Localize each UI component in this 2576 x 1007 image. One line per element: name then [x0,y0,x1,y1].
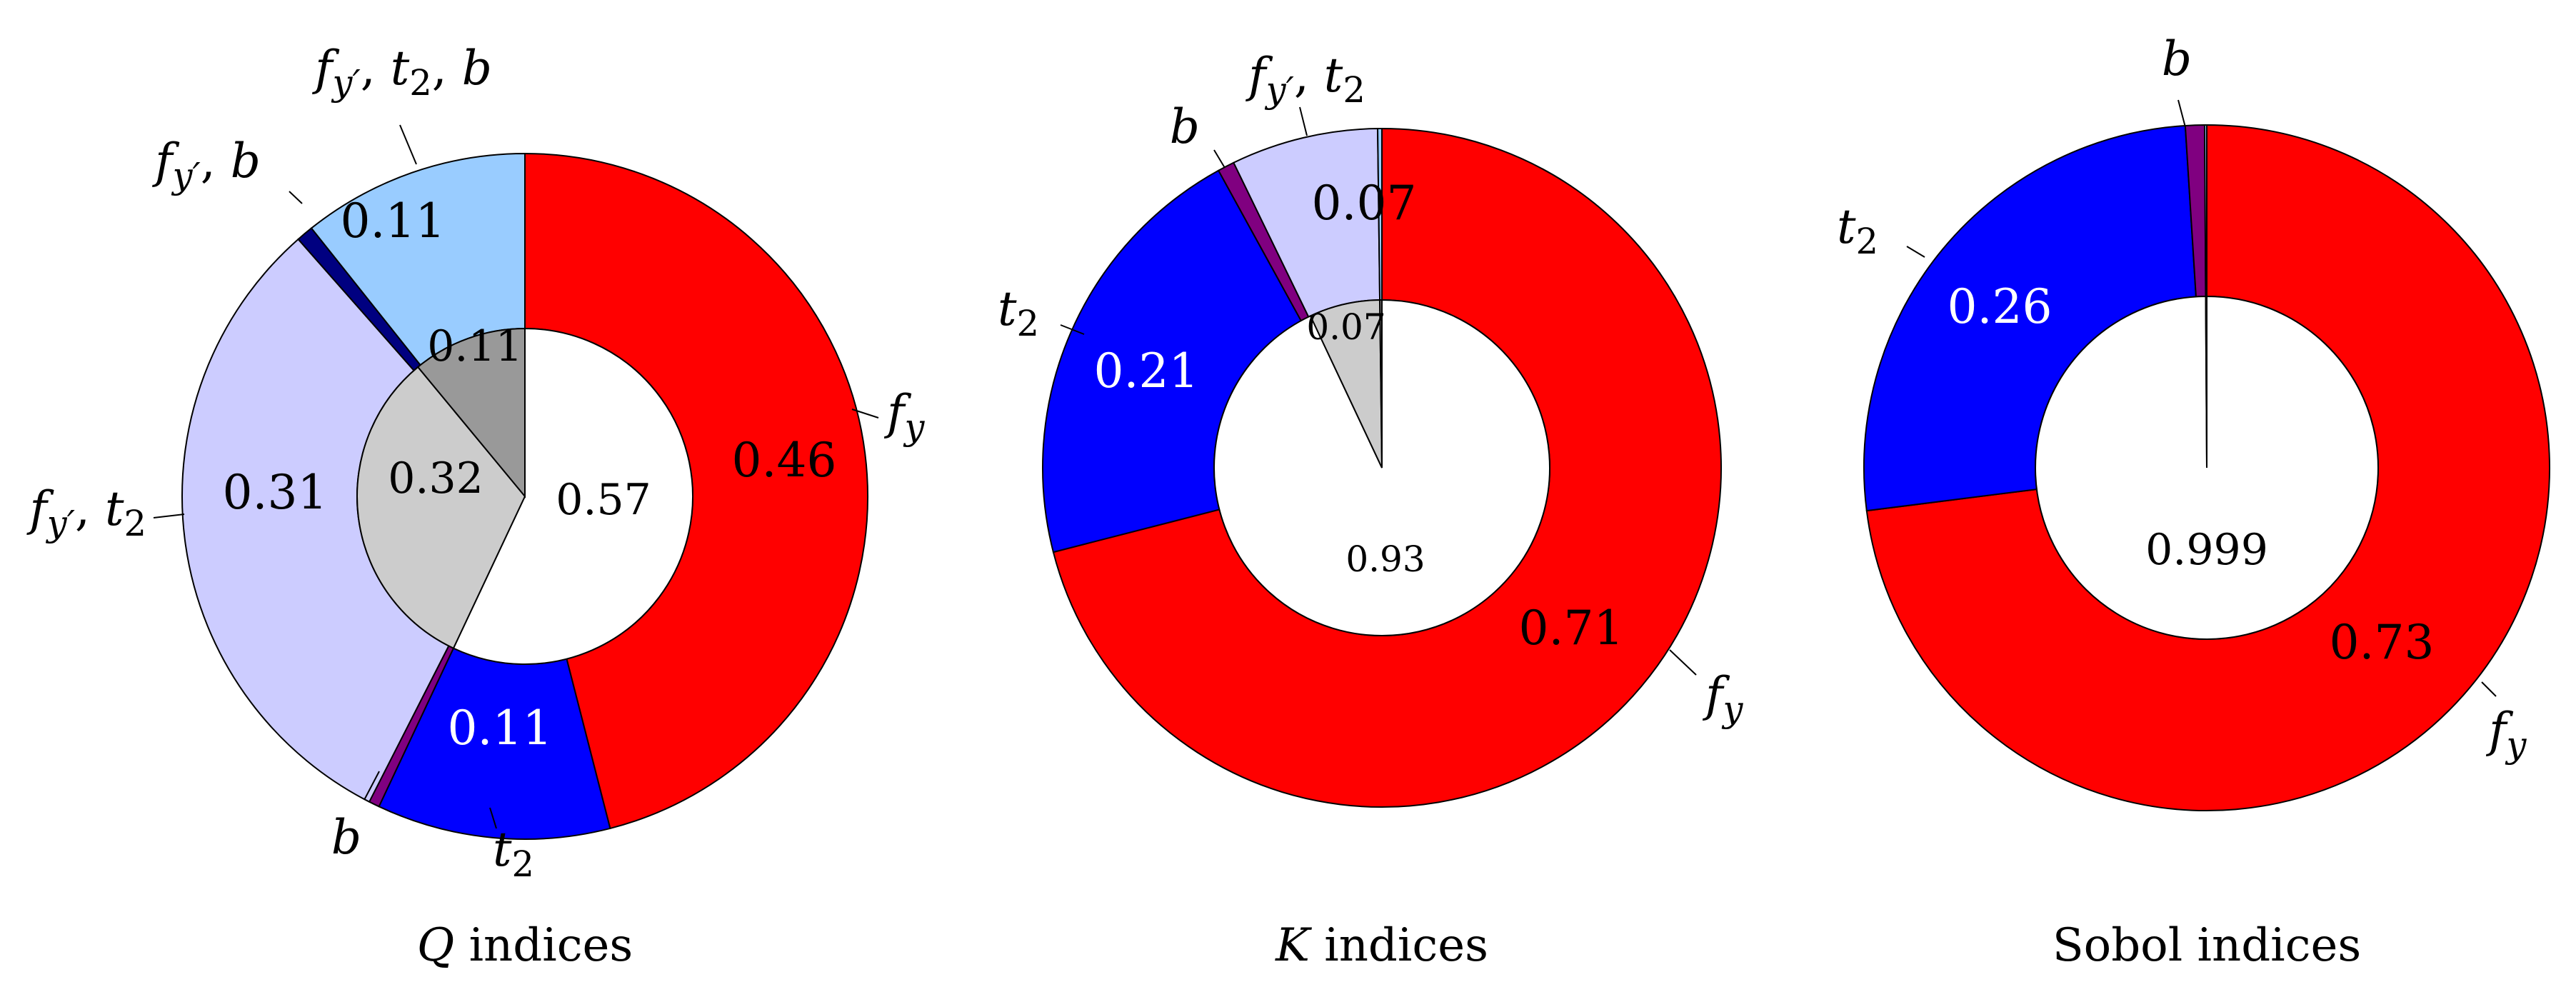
value-label-4: 0.07 [1312,176,1417,231]
callout-leader [1669,649,1697,676]
callout-label: fy [2485,703,2527,766]
donut-chart-1: 0.46 0.11 0.31 0.11 0.57 0.32 0.11 fy t2 b fy′, t2… [26,41,925,972]
callout-label: fy′, t2, b [311,41,492,104]
callout-label: fy [883,385,925,448]
callout-leader [1060,324,1085,335]
callout-leader [489,807,497,829]
callout-label: b [331,810,361,865]
callout-label: t2 [1837,199,1878,262]
callout-leader [153,513,185,518]
value-label-2: 0.26 [1948,279,2053,334]
chart-title: Sobol indices [2053,919,2361,972]
inner-value-label-1: 0.93 [1345,538,1425,580]
callout-label: t2 [493,822,534,885]
inner-value-label-2: 0.32 [388,454,483,504]
callout-leader [1906,246,1925,258]
callout-label: fy′, b [151,134,261,196]
callout-label: b [1170,99,1200,154]
value-label-2: 0.21 [1094,344,1199,399]
callout-leader [289,191,303,204]
inner-value-label-3: 0.11 [427,321,523,371]
callout-leader [399,124,417,165]
inner-value-label-1: 0.57 [556,475,651,525]
callout-leader [364,771,380,801]
callout-leader [1299,106,1308,136]
value-label-1: 0.71 [1519,601,1624,656]
chart-title: Q indices [417,919,633,972]
inner-slice-2 [356,366,526,649]
chart-title: K indices [1275,919,1488,972]
callout-label: b [2162,31,2192,86]
value-label-2: 0.11 [448,701,553,756]
donut-chart-2: 0.71 0.21 0.07 0.93 0.07 fy t2 b fy′, t2 K indice… [998,48,1743,972]
callout-leader [851,409,879,419]
inner-slice-1 [452,327,693,665]
outer-slice-4 [2203,124,2207,298]
value-label-6: 0.11 [341,194,446,249]
callout-leader [2177,99,2186,128]
value-label-1: 0.46 [732,433,837,488]
callout-label: fy′, t2 [26,481,146,544]
callout-label: fy′, t2 [1245,48,1365,111]
inner-value-label-1: 0.999 [2145,525,2268,575]
inner-slice-2 [2205,295,2207,469]
inner-slice-3 [1379,299,1383,469]
callout-leader [2481,681,2497,697]
inner-slice-3 [416,327,526,499]
value-label-1: 0.73 [2330,615,2435,670]
callout-label: fy [1702,667,1743,730]
value-label-4: 0.31 [223,465,328,520]
donut-chart-3: 0.73 0.26 0.999 fy t2 b Sobol indices [1837,31,2550,972]
callout-label: t2 [998,281,1039,344]
inner-value-label-2: 0.07 [1306,306,1385,348]
callout-leader [1213,149,1226,169]
